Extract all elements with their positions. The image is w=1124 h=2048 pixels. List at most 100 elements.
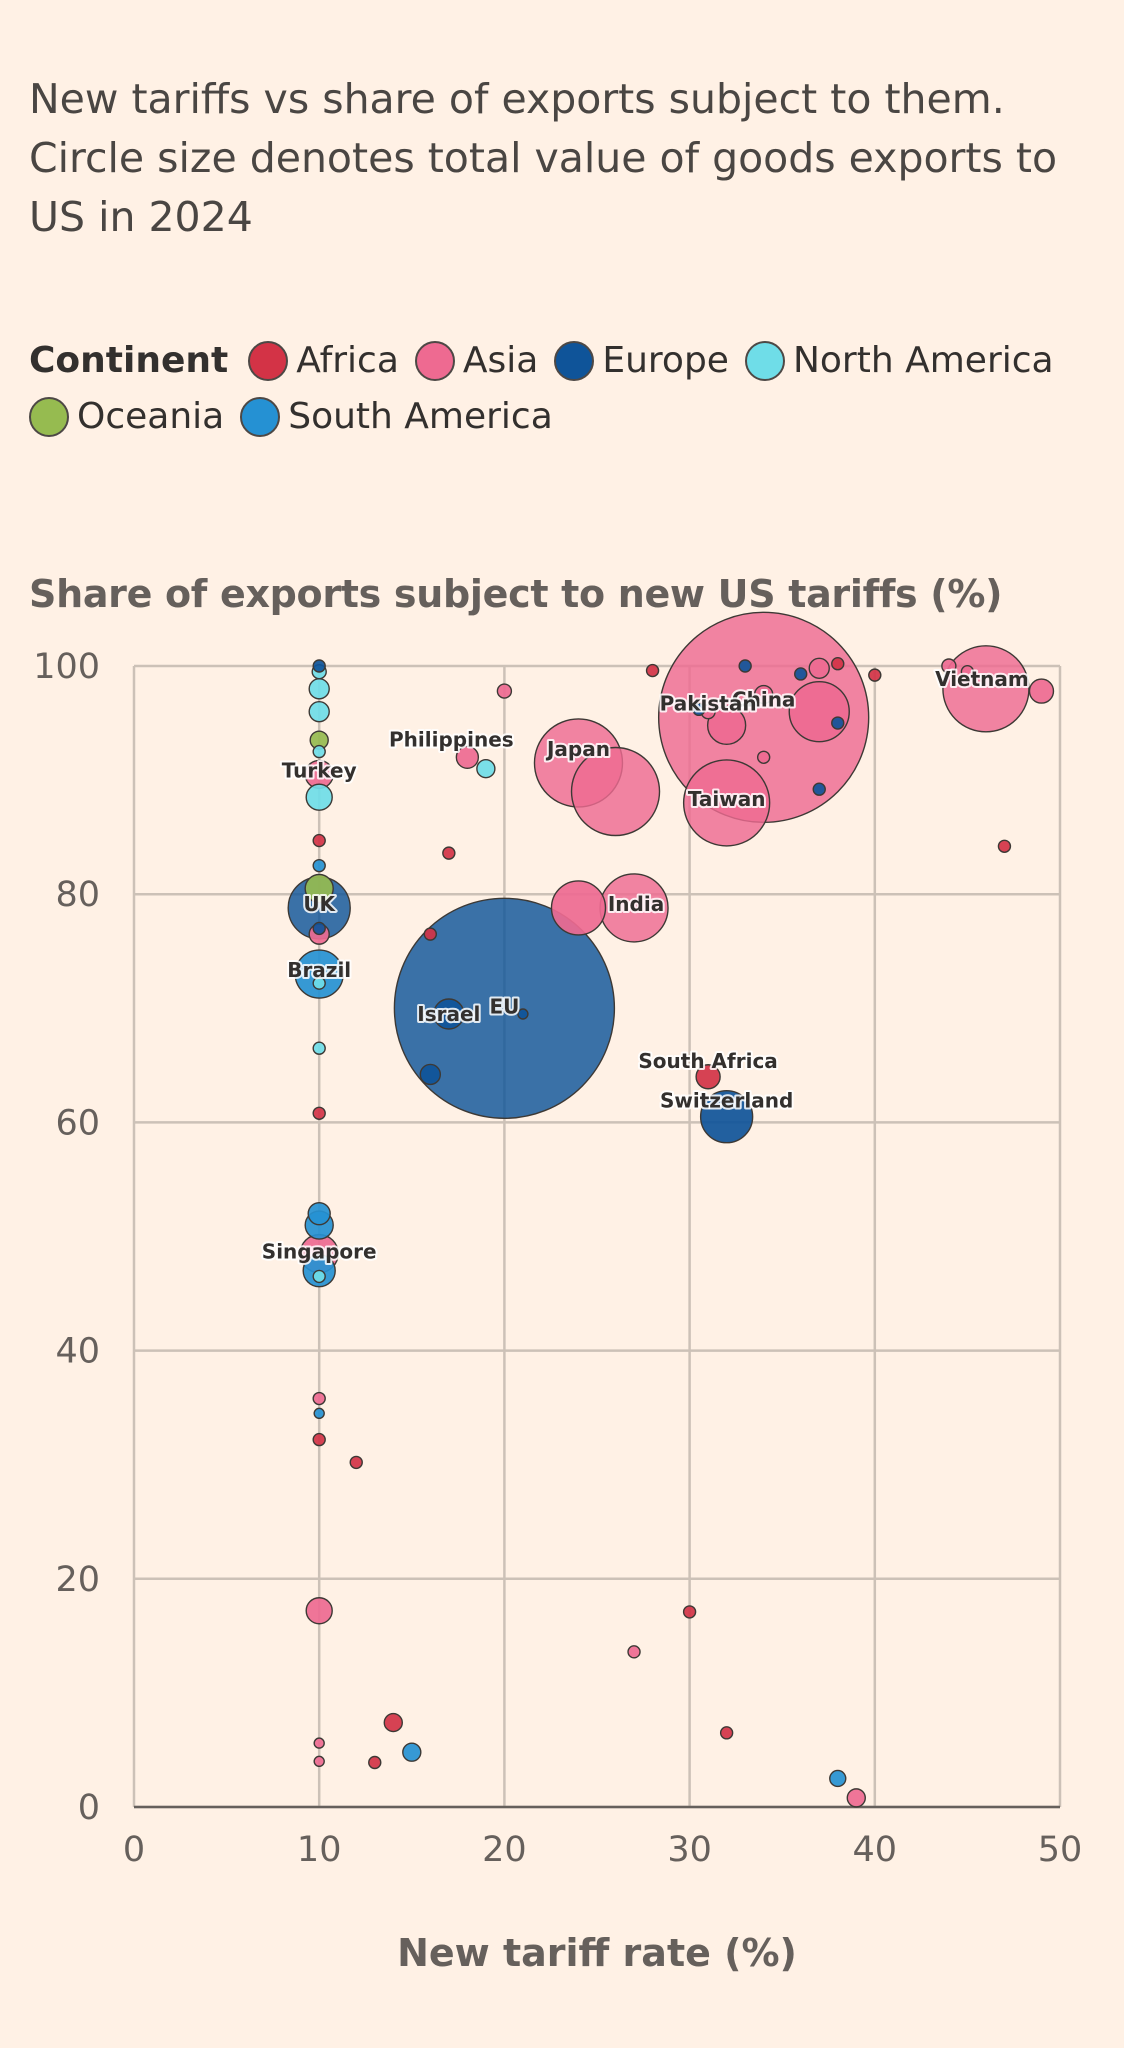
y-tick-label: 20 xyxy=(55,1560,100,1600)
data-point xyxy=(476,758,496,779)
data-point xyxy=(313,1755,325,1768)
data-point xyxy=(304,873,334,904)
data-point xyxy=(570,746,661,837)
point-label: Pakistan xyxy=(660,692,757,716)
legend-item-africa: Africa xyxy=(248,340,399,382)
data-point xyxy=(423,927,438,941)
data-point xyxy=(699,1089,754,1144)
data-point xyxy=(312,976,326,990)
legend-swatch-europe xyxy=(554,341,595,381)
legend-label: South America xyxy=(288,396,553,437)
legend-label: Europe xyxy=(602,340,729,381)
point-label: Philippines xyxy=(389,727,514,751)
point-label: South Africa xyxy=(638,1049,777,1073)
data-point xyxy=(312,921,326,936)
point-label: Switzerland xyxy=(660,1089,793,1113)
data-point xyxy=(312,659,326,673)
axis-ticks: 0 10 20 30 40 50 0 20 40 60 80 100 xyxy=(33,647,1082,1870)
data-point xyxy=(682,1605,697,1619)
legend-item-oceania: Oceania xyxy=(29,396,224,438)
data-point xyxy=(738,659,752,673)
x-tick-label: 10 xyxy=(297,1830,342,1870)
point-label: China xyxy=(732,687,796,711)
data-point xyxy=(433,998,465,1030)
data-point xyxy=(312,1269,326,1284)
point-label: India xyxy=(608,892,664,916)
data-point xyxy=(829,1769,847,1788)
data-point xyxy=(455,745,480,769)
data-point xyxy=(627,1645,641,1659)
chart-legend: Continent Africa Asia Europe North Ameri… xyxy=(29,340,1089,438)
legend-label: North America xyxy=(792,340,1054,381)
legend-swatch-africa xyxy=(248,341,289,381)
y-tick-label: 40 xyxy=(55,1332,100,1372)
data-point xyxy=(313,1737,325,1749)
data-point xyxy=(997,839,1012,853)
y-tick-label: 80 xyxy=(55,875,100,915)
point-label: EU xyxy=(489,994,519,1018)
y-tick-label: 0 xyxy=(78,1788,100,1828)
data-point xyxy=(831,716,845,730)
data-point xyxy=(812,782,826,796)
point-label: Japan xyxy=(545,737,610,761)
legend-item-asia: Asia xyxy=(414,340,539,382)
legend-title: Continent xyxy=(29,340,229,381)
data-point xyxy=(645,663,660,678)
y-tick-label: 100 xyxy=(33,647,100,687)
legend-label: Asia xyxy=(462,340,539,381)
point-label: Israel xyxy=(417,1002,480,1026)
data-point xyxy=(788,680,850,743)
data-point xyxy=(349,1455,363,1470)
point-label: UK xyxy=(303,892,336,916)
data-point xyxy=(393,897,616,1119)
x-tick-label: 50 xyxy=(1038,1830,1083,1870)
data-point xyxy=(307,1201,331,1226)
legend-swatch-oceania xyxy=(29,397,69,437)
data-point xyxy=(313,1407,325,1420)
data-point xyxy=(294,949,344,999)
data-point xyxy=(402,1742,422,1762)
data-point xyxy=(308,678,330,700)
y-axis-title: Share of exports subject to new US tarif… xyxy=(29,572,1003,616)
data-point xyxy=(753,684,774,705)
data-point xyxy=(496,683,513,699)
data-point xyxy=(312,1106,326,1120)
x-tick-label: 0 xyxy=(123,1830,145,1870)
legend-label: Oceania xyxy=(77,396,225,437)
data-point xyxy=(517,1008,529,1020)
data-point xyxy=(706,705,747,746)
point-label: Brazil xyxy=(287,958,351,982)
data-point xyxy=(682,759,771,847)
data-point xyxy=(719,1726,734,1740)
point-label: Turkey xyxy=(282,758,357,782)
data-point xyxy=(960,665,975,679)
data-point xyxy=(419,1063,442,1086)
data-point xyxy=(312,858,326,873)
legend-label: Africa xyxy=(296,340,399,381)
data-point xyxy=(312,1391,326,1406)
legend-swatch-asia xyxy=(414,341,455,381)
legend-swatch-north-america xyxy=(744,341,785,381)
data-point xyxy=(383,1712,403,1733)
data-point xyxy=(312,744,326,759)
x-tick-label: 20 xyxy=(482,1830,527,1870)
data-point xyxy=(305,783,333,811)
data-point xyxy=(312,833,326,848)
data-point xyxy=(442,846,456,860)
point-labels: EU China Japan Taiwan Vietnam India UK Switzerl… xyxy=(260,665,1031,1266)
x-tick-label: 30 xyxy=(667,1830,712,1870)
gridlines xyxy=(132,664,1062,1809)
legend-item-south-america: South America xyxy=(240,396,553,438)
point-label: Singapore xyxy=(262,1240,377,1264)
data-point xyxy=(550,880,607,936)
data-points xyxy=(287,611,1055,1808)
data-point xyxy=(794,667,808,681)
y-tick-label: 60 xyxy=(55,1103,100,1143)
data-point xyxy=(312,1432,326,1447)
data-point xyxy=(305,1597,333,1625)
x-tick-label: 40 xyxy=(853,1830,898,1870)
data-point xyxy=(692,702,706,717)
data-point xyxy=(831,657,845,671)
data-point xyxy=(312,1041,326,1055)
x-axis-title: New tariff rate (%) xyxy=(397,1931,797,1975)
